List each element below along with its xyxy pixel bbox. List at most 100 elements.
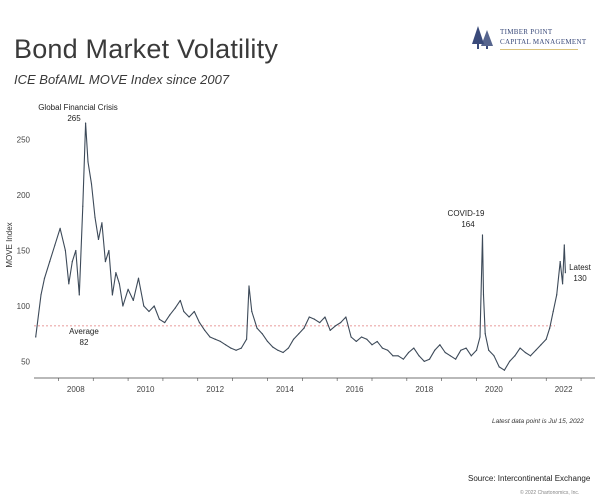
data-point <box>235 349 237 351</box>
company-logo: TIMBER POINT CAPITAL MANAGEMENT <box>470 24 590 64</box>
data-point <box>552 310 554 313</box>
data-point <box>298 333 300 335</box>
data-point <box>287 347 289 349</box>
data-point <box>111 294 114 296</box>
data-point <box>261 333 263 335</box>
data-point <box>87 161 89 163</box>
tree-logo-icon <box>472 26 493 49</box>
data-point <box>556 294 558 296</box>
data-point <box>35 336 37 338</box>
y-tick-label: 150 <box>17 247 31 256</box>
annotation-covid-value: 164 <box>461 220 475 229</box>
annotation-covid-label: COVID-19 <box>448 209 485 218</box>
data-point <box>524 351 526 354</box>
data-point <box>71 261 73 263</box>
chart-subtitle: ICE BofAML MOVE Index since 2007 <box>14 72 230 87</box>
data-point <box>397 355 399 357</box>
x-tick-label: 2020 <box>485 385 503 394</box>
annotation-average-label: Average <box>69 327 99 336</box>
data-point <box>59 227 61 229</box>
copyright-text: © 2022 Chartonomics, Inc. <box>520 490 580 496</box>
data-point <box>402 358 404 360</box>
data-point <box>245 338 248 340</box>
data-point <box>479 336 481 338</box>
data-point <box>108 249 110 252</box>
data-point <box>488 349 490 351</box>
data-point <box>75 249 77 252</box>
data-point <box>179 299 181 302</box>
data-point <box>564 272 566 274</box>
annotation-average-value: 82 <box>80 338 89 347</box>
data-point <box>68 283 70 285</box>
data-point <box>465 347 467 349</box>
annotation-latest-value: 130 <box>573 274 587 283</box>
data-point <box>418 355 420 357</box>
data-point <box>251 310 253 313</box>
data-point <box>101 222 103 224</box>
annotation-latest-label: Latest <box>569 263 592 272</box>
data-point <box>540 344 542 346</box>
data-point <box>503 369 506 371</box>
data-point <box>366 338 368 340</box>
data-point <box>164 321 166 324</box>
data-point <box>209 336 211 338</box>
data-point <box>214 338 216 340</box>
data-point <box>43 277 46 279</box>
data-point <box>563 244 565 246</box>
annotation-gfc-label: Global Financial Crisis <box>38 103 118 112</box>
data-point <box>225 344 227 346</box>
latest-data-note: Latest data point is Jul 15, 2022 <box>492 418 584 425</box>
data-point <box>118 283 120 285</box>
data-point <box>345 316 347 318</box>
data-point <box>277 349 279 351</box>
data-point <box>78 294 80 296</box>
data-point <box>230 347 232 349</box>
data-point <box>282 351 284 354</box>
data-point <box>559 261 561 263</box>
y-tick-label: 100 <box>17 302 31 311</box>
data-point <box>460 349 462 351</box>
x-tick-label: 2022 <box>555 385 573 394</box>
x-tick-label: 2018 <box>415 385 433 394</box>
data-point <box>475 349 478 351</box>
data-point <box>482 294 485 296</box>
data-point <box>434 349 436 351</box>
move-index-chart: MOVE Index 50 100 150 200 250 2008 2010 2012 2014… <box>5 103 595 394</box>
data-point <box>148 310 150 313</box>
data-point <box>49 261 51 263</box>
data-point <box>272 346 274 348</box>
data-point <box>64 249 66 252</box>
data-point <box>493 355 495 357</box>
data-point <box>334 325 337 327</box>
data-point <box>266 340 269 343</box>
data-point <box>439 344 441 346</box>
data-point <box>319 321 321 324</box>
data-point <box>303 327 305 329</box>
data-point <box>169 314 171 316</box>
data-point <box>484 333 486 335</box>
data-point <box>292 338 295 340</box>
data-point <box>54 244 56 246</box>
x-tick-label: 2008 <box>67 385 85 394</box>
annotation-gfc-value: 265 <box>67 114 81 123</box>
logo-line2: CAPITAL MANAGEMENT <box>500 38 587 46</box>
data-point <box>428 358 431 360</box>
data-point <box>40 294 42 296</box>
logo-rule <box>500 49 578 50</box>
data-point <box>313 318 316 320</box>
data-point <box>470 355 472 357</box>
data-point <box>455 358 457 360</box>
data-point <box>137 277 140 279</box>
data-point <box>549 327 551 329</box>
y-axis-label: MOVE Index <box>5 222 14 267</box>
data-point <box>329 329 331 331</box>
data-point <box>94 216 96 218</box>
data-point <box>509 360 511 362</box>
data-point <box>350 336 352 338</box>
y-tick-label: 250 <box>17 136 31 145</box>
data-point <box>256 327 258 329</box>
data-point <box>519 347 521 349</box>
data-point <box>561 283 564 285</box>
y-tick-label: 200 <box>17 191 31 200</box>
data-point <box>529 355 532 357</box>
